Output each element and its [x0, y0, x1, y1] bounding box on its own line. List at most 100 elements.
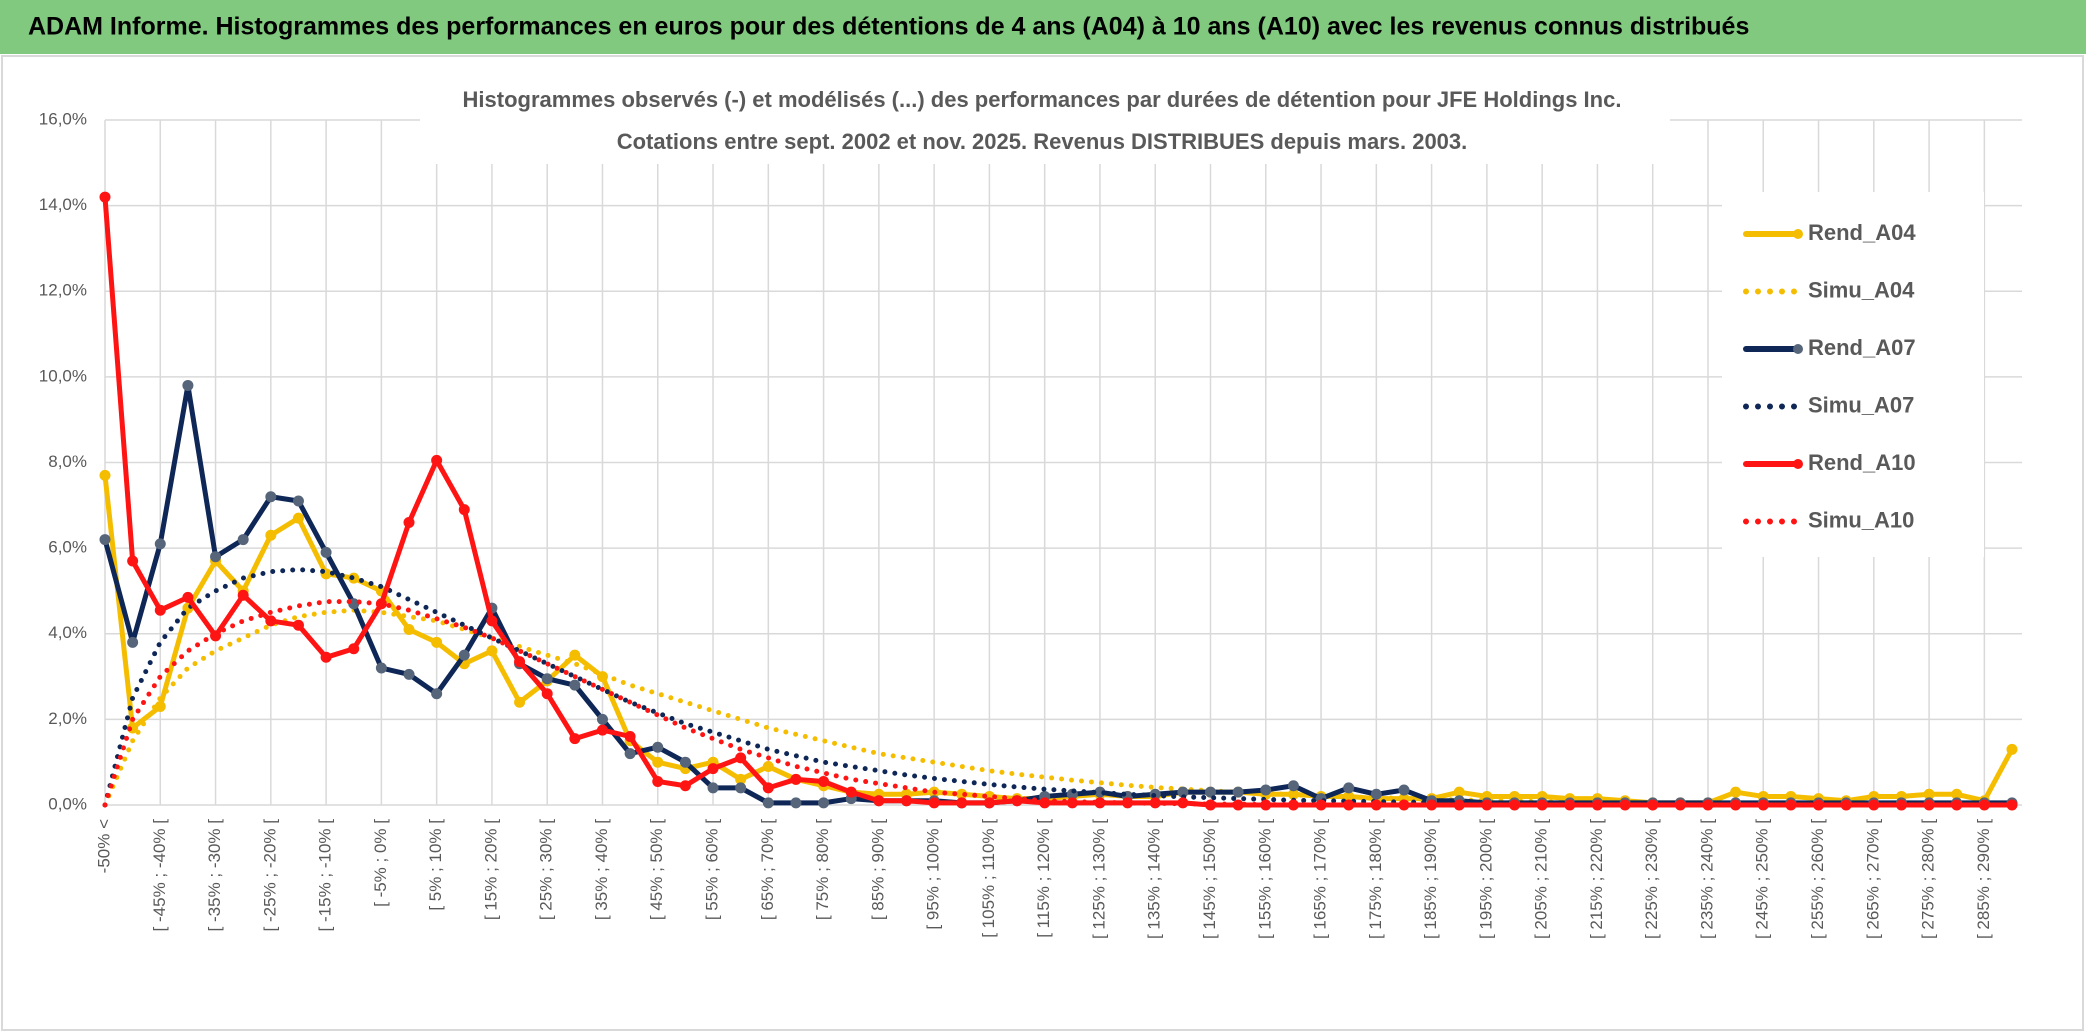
point [458, 504, 470, 516]
point [652, 775, 664, 787]
point [624, 748, 636, 760]
x-tick-label: [ 15% ; 20% [ [481, 819, 500, 920]
point [486, 645, 498, 657]
x-tick-label: [ 215% ; 220% [ [1587, 819, 1606, 939]
point [845, 786, 857, 798]
x-tick-label: -50% < [94, 819, 113, 873]
point [210, 551, 222, 563]
y-tick-label: 6,0% [48, 538, 87, 557]
legend-marker [1793, 459, 1803, 469]
point [292, 495, 304, 507]
point [873, 795, 885, 807]
legend-label: Simu_A07 [1808, 392, 1914, 417]
point [818, 797, 830, 809]
point [431, 636, 443, 648]
point [928, 797, 940, 809]
x-tick-label: [ 25% ; 30% [ [537, 819, 556, 920]
x-tick-label: [ -25% ; -20% [ [260, 819, 279, 932]
point [292, 512, 304, 524]
x-tick-label: [ 45% ; 50% [ [647, 819, 666, 920]
plot [99, 191, 2018, 811]
x-tick-label: [ 125% ; 130% [ [1089, 819, 1108, 939]
point [265, 615, 277, 627]
x-tick-label: [ 145% ; 150% [ [1200, 819, 1219, 939]
point [375, 662, 387, 674]
point [1398, 784, 1410, 796]
point [624, 731, 636, 742]
point [1205, 786, 1217, 798]
point [320, 651, 332, 663]
point [431, 454, 443, 466]
x-tick-label: [ 245% ; 250% [ [1753, 819, 1772, 939]
x-tick-label: [ 65% ; 70% [ [758, 819, 777, 920]
point [403, 516, 415, 528]
point [182, 591, 194, 603]
point [569, 733, 581, 745]
point [2006, 799, 2018, 811]
x-tick-label: [ 155% ; 160% [ [1255, 819, 1274, 939]
point [707, 782, 719, 794]
legend-marker [1793, 344, 1803, 354]
point [320, 546, 332, 558]
chart-subtitle: Cotations entre sept. 2002 et nov. 2025.… [617, 129, 1468, 154]
y-tick-label: 14,0% [39, 195, 87, 214]
title-backdrop [420, 82, 1670, 164]
point [127, 555, 139, 567]
banner-title: ADAM Informe. Histogrammes des performan… [28, 13, 1749, 41]
point [596, 724, 608, 736]
point [99, 534, 111, 546]
x-tick-label: [ 55% ; 60% [ [703, 819, 722, 920]
x-tick-label: [ -5% ; 0% [ [371, 819, 390, 907]
legend-label: Simu_A04 [1808, 277, 1915, 302]
point [486, 615, 498, 627]
x-tick-label: [ -45% ; -40% [ [150, 819, 169, 932]
legend-label: Simu_A10 [1808, 507, 1914, 532]
x-tick-label: [ 75% ; 80% [ [813, 819, 832, 920]
x-tick-label: [ 115% ; 120% [ [1034, 819, 1053, 938]
x-tick-label: [ 35% ; 40% [ [592, 819, 611, 920]
point [679, 780, 691, 792]
point [154, 604, 166, 616]
point [983, 797, 995, 809]
x-tick-label: [ 195% ; 200% [ [1476, 819, 1495, 939]
x-tick-label: [ 135% ; 140% [ [1145, 819, 1164, 939]
banner [0, 0, 2086, 54]
x-tick-label: [ 275% ; 280% [ [1919, 819, 1938, 939]
legend-label: Rend_A10 [1808, 450, 1916, 475]
point [99, 469, 111, 481]
point [127, 636, 139, 648]
chart-title: Histogrammes observés (-) et modélisés (… [463, 87, 1622, 112]
y-tick-label: 12,0% [39, 281, 87, 300]
x-tick-label: [ 265% ; 270% [ [1863, 819, 1882, 939]
x-tick-label: [ 175% ; 180% [ [1366, 819, 1385, 939]
point [541, 688, 553, 700]
x-tick-label: [ 285% ; 290% [ [1974, 819, 1993, 939]
legend-label: Rend_A04 [1808, 220, 1916, 245]
x-tick-label: [ 255% ; 260% [ [1808, 819, 1827, 939]
x-tick-label: [ 105% ; 110% [ [979, 819, 998, 938]
point [707, 763, 719, 775]
y-tick-label: 16,0% [39, 109, 87, 128]
point [403, 668, 415, 680]
point [956, 797, 968, 809]
point [458, 649, 470, 661]
legend-box [1722, 192, 1984, 557]
x-tick-label: [ 165% ; 170% [ [1311, 819, 1330, 939]
point [1287, 780, 1299, 792]
point [1370, 788, 1382, 800]
point [790, 773, 802, 785]
point [237, 534, 249, 546]
legend-marker [1793, 229, 1803, 239]
point [596, 713, 608, 725]
point [735, 782, 747, 794]
legend-label: Rend_A07 [1808, 335, 1916, 360]
point [265, 529, 277, 541]
point [818, 775, 830, 787]
point [403, 623, 415, 635]
point [652, 756, 664, 768]
point [1343, 782, 1355, 794]
point [762, 797, 774, 809]
point [292, 619, 304, 631]
point [569, 649, 581, 661]
point [762, 782, 774, 794]
